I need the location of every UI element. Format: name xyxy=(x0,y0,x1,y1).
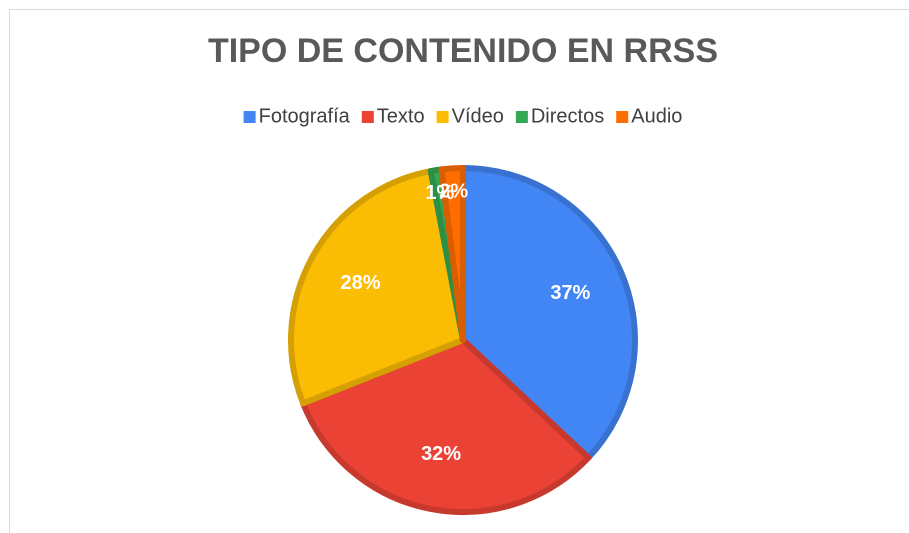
legend-swatch xyxy=(436,111,449,123)
legend-swatch xyxy=(361,111,374,123)
legend-swatch xyxy=(515,111,528,123)
data-label: 1% xyxy=(425,182,454,204)
legend-label: Vídeo xyxy=(452,105,504,127)
chart-title: TIPO DE CONTENIDO EN RRSS xyxy=(208,32,718,70)
legend-swatch xyxy=(616,111,629,123)
pie-slice xyxy=(300,337,592,515)
legend-label: Texto xyxy=(377,105,425,127)
pie-slice xyxy=(288,168,466,407)
pie-slice xyxy=(438,165,466,343)
legend-label: Fotografía xyxy=(259,105,351,127)
data-label: 28% xyxy=(340,272,380,294)
legend-swatch xyxy=(243,111,256,123)
legend-label: Audio xyxy=(631,105,682,127)
pie-slice xyxy=(460,165,638,461)
legend: Fotografía Texto Vídeo Directos Audio xyxy=(243,105,682,127)
data-label: 2% xyxy=(439,181,468,203)
legend-label: Directos xyxy=(531,105,604,127)
data-label: 32% xyxy=(421,443,461,465)
data-label: 37% xyxy=(550,282,590,304)
